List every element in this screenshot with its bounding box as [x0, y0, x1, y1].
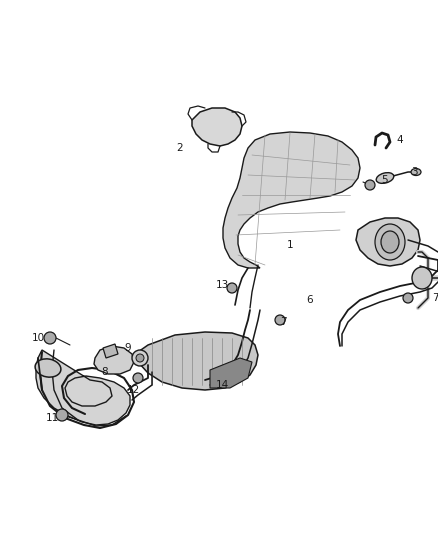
- Polygon shape: [210, 358, 252, 388]
- Ellipse shape: [381, 231, 399, 253]
- Polygon shape: [103, 344, 118, 358]
- Ellipse shape: [412, 267, 432, 289]
- Polygon shape: [36, 350, 130, 425]
- Ellipse shape: [411, 168, 421, 175]
- Ellipse shape: [35, 359, 61, 377]
- Text: 3: 3: [411, 167, 417, 177]
- Polygon shape: [192, 108, 242, 146]
- Text: 7: 7: [280, 317, 286, 327]
- Circle shape: [275, 315, 285, 325]
- Text: 2: 2: [177, 143, 184, 153]
- Text: 12: 12: [127, 385, 140, 395]
- Text: 14: 14: [215, 380, 229, 390]
- Polygon shape: [94, 346, 134, 374]
- Circle shape: [132, 350, 148, 366]
- Circle shape: [365, 180, 375, 190]
- Ellipse shape: [375, 224, 405, 260]
- Ellipse shape: [376, 173, 394, 183]
- Text: 9: 9: [125, 343, 131, 353]
- Text: 4: 4: [397, 135, 403, 145]
- Text: 8: 8: [102, 367, 108, 377]
- Text: 11: 11: [46, 413, 59, 423]
- Circle shape: [56, 409, 68, 421]
- Circle shape: [44, 332, 56, 344]
- Polygon shape: [138, 332, 258, 390]
- Polygon shape: [356, 218, 420, 266]
- Text: 10: 10: [32, 333, 45, 343]
- Polygon shape: [223, 132, 360, 268]
- Text: 6: 6: [307, 295, 313, 305]
- Circle shape: [136, 354, 144, 362]
- Circle shape: [227, 283, 237, 293]
- Text: 13: 13: [215, 280, 229, 290]
- Text: 1: 1: [287, 240, 293, 250]
- Circle shape: [133, 373, 143, 383]
- Text: 5: 5: [381, 175, 389, 185]
- Circle shape: [403, 293, 413, 303]
- Text: 7: 7: [432, 293, 438, 303]
